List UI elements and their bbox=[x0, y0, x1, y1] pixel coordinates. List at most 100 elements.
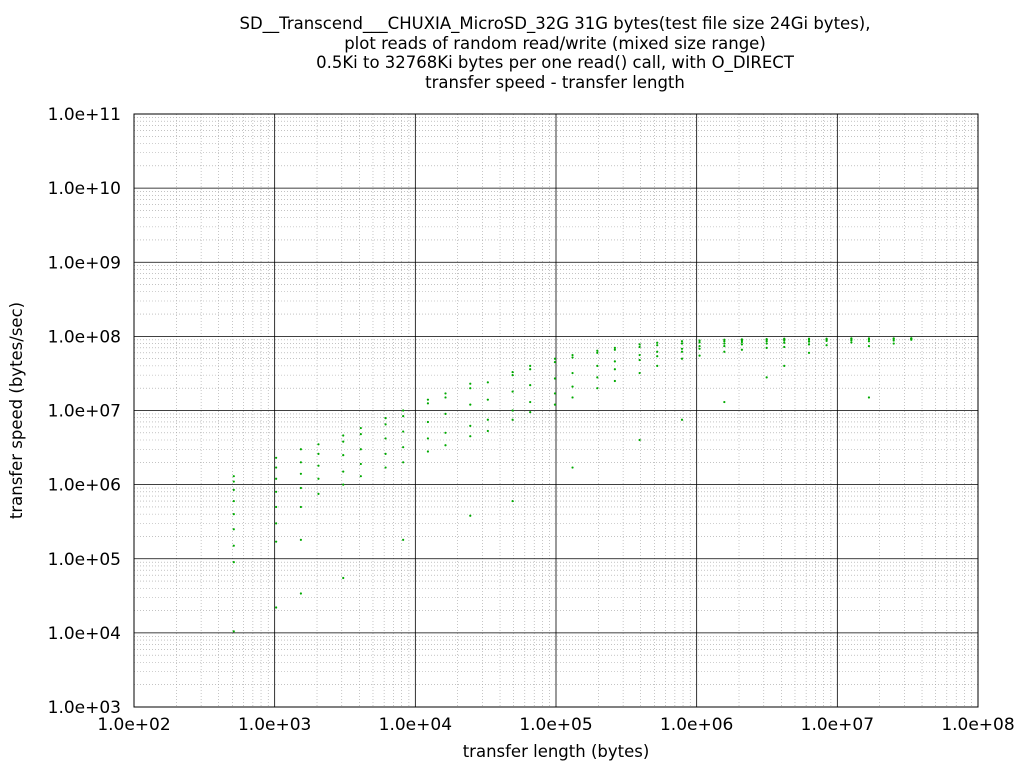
data-point bbox=[384, 452, 387, 455]
data-point bbox=[571, 371, 574, 375]
data-point bbox=[317, 492, 320, 495]
y-tick-label: 1.0e+05 bbox=[48, 550, 121, 570]
y-tick-label: 1.0e+09 bbox=[48, 253, 121, 273]
data-point bbox=[571, 396, 574, 399]
data-point bbox=[698, 344, 701, 348]
data-point bbox=[444, 392, 447, 395]
data-point bbox=[342, 434, 345, 437]
data-point bbox=[807, 337, 811, 340]
data-point bbox=[275, 606, 278, 609]
x-tick-label: 1.0e+04 bbox=[379, 715, 452, 735]
data-point bbox=[638, 438, 641, 442]
data-point bbox=[740, 343, 744, 346]
data-point bbox=[553, 357, 557, 360]
data-point bbox=[342, 440, 345, 443]
data-point bbox=[232, 499, 235, 503]
data-point bbox=[656, 344, 659, 347]
major-grid bbox=[133, 113, 979, 708]
data-point bbox=[511, 390, 514, 393]
data-point bbox=[486, 429, 489, 433]
chart-title-line-2: plot reads of random read/write (mixed s… bbox=[344, 33, 766, 53]
data-point bbox=[299, 538, 302, 541]
data-point bbox=[317, 443, 320, 446]
data-point bbox=[698, 341, 701, 344]
data-point bbox=[232, 561, 235, 564]
data-points bbox=[232, 337, 913, 633]
data-point bbox=[384, 423, 387, 426]
data-point bbox=[529, 384, 532, 387]
data-point bbox=[596, 351, 599, 354]
data-point bbox=[402, 446, 405, 449]
data-point bbox=[402, 430, 405, 433]
data-point bbox=[469, 435, 472, 438]
data-point bbox=[444, 444, 447, 447]
plot-frame bbox=[133, 113, 979, 708]
data-point bbox=[529, 368, 532, 371]
data-point bbox=[469, 382, 472, 385]
chart-title-line-4: transfer speed - transfer length bbox=[425, 72, 685, 92]
data-point bbox=[553, 377, 557, 380]
y-axis-title: transfer speed (bytes/sec) bbox=[7, 302, 26, 519]
data-point bbox=[596, 387, 599, 390]
x-tick-label: 1.0e+06 bbox=[660, 715, 733, 735]
data-point bbox=[232, 488, 235, 491]
data-point bbox=[275, 466, 278, 469]
data-point bbox=[426, 450, 430, 453]
data-point bbox=[299, 486, 302, 490]
data-point bbox=[867, 396, 871, 399]
data-point bbox=[783, 337, 786, 340]
data-point bbox=[698, 347, 701, 350]
data-point bbox=[275, 522, 278, 525]
data-point bbox=[680, 340, 684, 343]
data-point bbox=[384, 466, 387, 469]
data-point bbox=[232, 630, 235, 633]
data-point bbox=[613, 368, 616, 371]
data-point bbox=[299, 448, 302, 451]
data-point bbox=[765, 376, 768, 379]
data-point bbox=[299, 592, 302, 595]
data-point bbox=[867, 337, 871, 340]
data-point bbox=[511, 409, 514, 412]
data-point bbox=[553, 403, 557, 406]
data-point bbox=[402, 538, 405, 541]
y-tick-label: 1.0e+03 bbox=[48, 698, 121, 718]
data-point bbox=[571, 356, 574, 359]
data-point bbox=[698, 354, 701, 357]
data-point bbox=[232, 544, 235, 547]
data-point bbox=[317, 477, 320, 480]
data-point bbox=[613, 360, 616, 363]
data-point bbox=[850, 341, 853, 344]
data-point bbox=[571, 466, 574, 469]
data-point bbox=[765, 337, 768, 341]
data-point bbox=[740, 338, 744, 341]
data-point bbox=[613, 348, 616, 351]
x-tick-label: 1.0e+03 bbox=[238, 715, 311, 735]
data-point bbox=[402, 409, 405, 412]
data-point bbox=[825, 337, 828, 340]
data-point bbox=[232, 480, 235, 483]
data-point bbox=[571, 353, 574, 357]
data-point bbox=[317, 464, 320, 467]
data-point bbox=[656, 350, 659, 353]
data-point bbox=[469, 403, 472, 406]
data-point bbox=[613, 346, 616, 349]
x-tick-label: 1.0e+07 bbox=[801, 715, 874, 735]
data-point bbox=[783, 364, 786, 367]
data-point bbox=[275, 456, 278, 459]
data-point bbox=[680, 342, 684, 345]
data-point bbox=[596, 364, 599, 367]
data-point bbox=[553, 392, 557, 395]
data-point bbox=[444, 396, 447, 399]
data-point bbox=[638, 371, 641, 375]
data-point bbox=[486, 398, 489, 401]
data-point bbox=[299, 472, 302, 475]
data-point bbox=[867, 340, 871, 343]
data-point bbox=[680, 357, 684, 360]
data-point bbox=[359, 426, 362, 430]
data-point bbox=[342, 454, 345, 457]
data-point bbox=[469, 424, 472, 427]
data-point bbox=[299, 461, 302, 464]
data-point bbox=[892, 337, 895, 340]
data-point bbox=[680, 347, 684, 350]
